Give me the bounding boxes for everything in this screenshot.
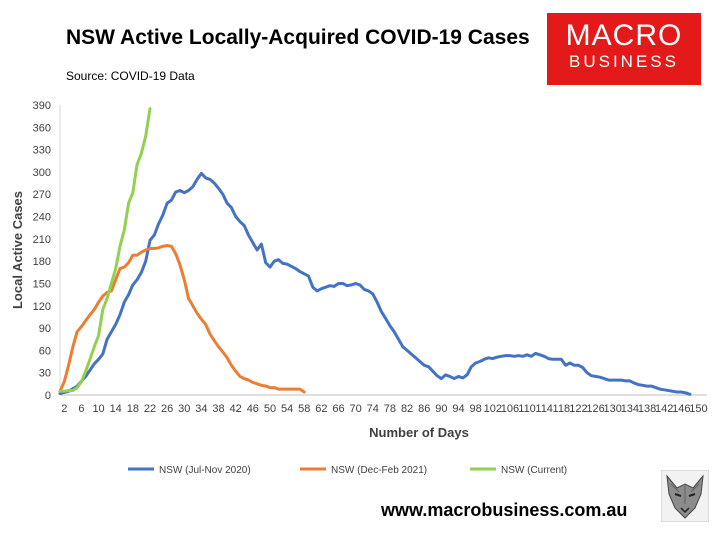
y-tick-label: 90 (39, 323, 51, 335)
legend: NSW (Jul-Nov 2020) NSW (Dec-Feb 2021) NSW … (128, 465, 567, 476)
x-tick-label: 126 (586, 403, 604, 415)
series-line-2 (58, 244, 306, 394)
x-tick-label: 30 (178, 403, 190, 415)
x-tick-label: 18 (127, 403, 139, 415)
x-tick-label: 6 (78, 403, 84, 415)
x-tick-label: 54 (281, 403, 293, 415)
x-tick-label: 78 (384, 403, 396, 415)
x-tick-label: 62 (315, 403, 327, 415)
x-tick-label: 94 (452, 403, 464, 415)
y-tick-label: 120 (33, 301, 51, 313)
legend-label: NSW (Jul-Nov 2020) (159, 465, 251, 476)
y-tick-label: 210 (33, 234, 51, 246)
legend-label: NSW (Current) (501, 465, 567, 476)
y-tick-label: 30 (39, 368, 51, 380)
x-tick-label: 42 (230, 403, 242, 415)
series-lines (58, 107, 692, 396)
y-tick-label: 270 (33, 189, 51, 201)
x-tick-label: 38 (212, 403, 224, 415)
footer-url: www.macrobusiness.com.au (381, 500, 628, 520)
axes (59, 105, 707, 396)
x-axis-label: Number of Days (369, 425, 469, 440)
chart-source: Source: COVID-19 Data (66, 69, 195, 83)
chart-title: NSW Active Locally-Acquired COVID-19 Cas… (66, 26, 530, 49)
y-tick-label: 300 (33, 167, 51, 179)
series-line-1 (58, 171, 692, 396)
x-tick-label: 74 (367, 403, 379, 415)
y-tick-label: 150 (33, 278, 51, 290)
y-tick-label: 240 (33, 212, 51, 224)
x-tick-label: 58 (298, 403, 310, 415)
legend-label: NSW (Dec-Feb 2021) (331, 465, 427, 476)
x-tick-label: 146 (672, 403, 690, 415)
x-tick-label: 134 (621, 403, 639, 415)
x-tick-label: 70 (350, 403, 362, 415)
x-tick-label: 50 (264, 403, 276, 415)
x-tick-label: 98 (469, 403, 481, 415)
x-tick-label: 34 (195, 403, 207, 415)
x-tick-label: 106 (501, 403, 519, 415)
x-tick-label: 82 (401, 403, 413, 415)
x-tick-label: 122 (569, 403, 587, 415)
x-tick-label: 2 (61, 403, 67, 415)
y-tick-label: 390 (33, 100, 51, 112)
x-tick-label: 22 (144, 403, 156, 415)
x-tick-label: 10 (92, 403, 104, 415)
x-tick-label: 110 (518, 403, 536, 415)
series-line-3 (58, 107, 152, 393)
x-tick-label: 86 (418, 403, 430, 415)
x-tick-label: 130 (604, 403, 622, 415)
y-tick-label: 180 (33, 256, 51, 268)
macrobusiness-logo: MACRO BUSINESS (547, 13, 701, 85)
y-axis-label: Local Active Cases (10, 191, 25, 309)
x-tick-label: 46 (247, 403, 259, 415)
y-tick-label: 60 (39, 345, 51, 357)
logo-line-business: BUSINESS (569, 52, 679, 71)
x-tick-label: 150 (689, 403, 707, 415)
wolf-logo-icon (661, 470, 709, 522)
logo-line-macro: MACRO (565, 19, 683, 52)
x-tick-label: 90 (435, 403, 447, 415)
y-tick-label: 360 (33, 122, 51, 134)
y-tick-label: 0 (45, 390, 51, 402)
x-tick-label: 118 (553, 403, 571, 415)
x-tick-label: 114 (535, 403, 553, 415)
x-tick-label: 14 (110, 403, 122, 415)
y-tick-label: 330 (33, 145, 51, 157)
x-tick-label: 102 (484, 403, 502, 415)
x-tick-label: 138 (638, 403, 656, 415)
x-tick-label: 26 (161, 403, 173, 415)
x-tick-label: 142 (655, 403, 673, 415)
x-tick-label: 66 (332, 403, 344, 415)
